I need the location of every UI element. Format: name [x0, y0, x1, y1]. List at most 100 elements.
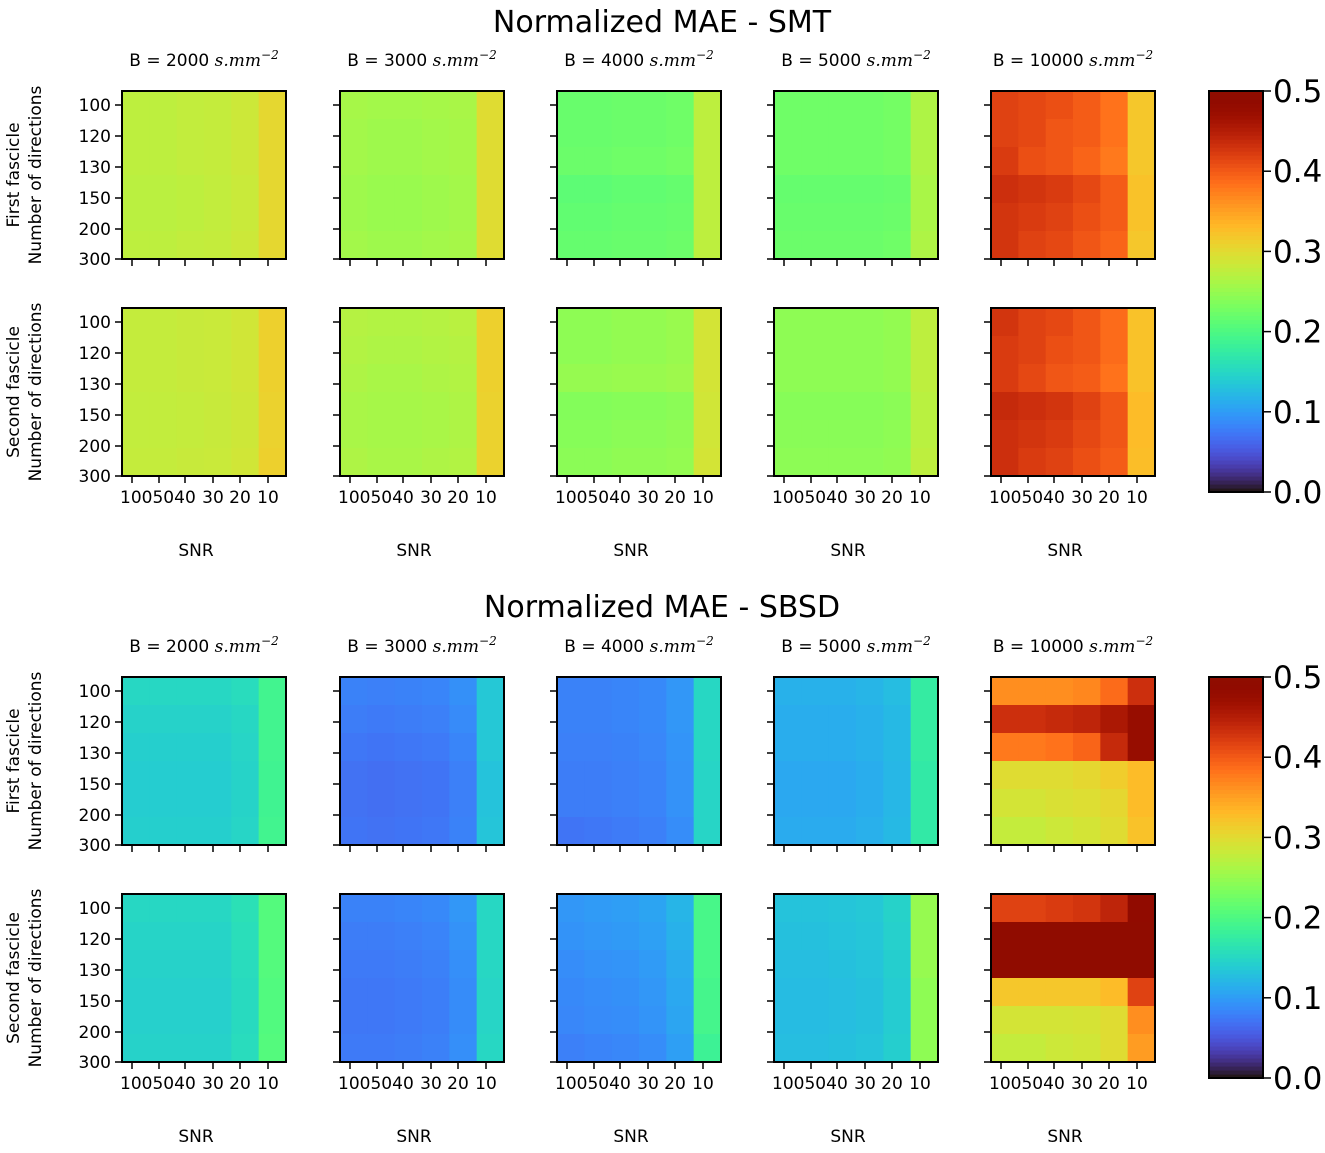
- heatmap-cell: [666, 705, 695, 734]
- heatmap-cell: [856, 789, 884, 818]
- colorbar-step: [1209, 479, 1263, 485]
- heatmap-cell: [666, 677, 695, 706]
- heatmap-cell: [122, 119, 150, 148]
- heatmap-cell: [991, 448, 1019, 477]
- panel-frame: [339, 893, 505, 1063]
- heatmap-cell: [910, 336, 939, 365]
- heatmap-cell: [231, 420, 260, 449]
- heatmap-cell: [258, 392, 287, 421]
- x-tick-label: 10: [257, 1074, 279, 1094]
- colorbar-tick-label: 0.1: [1273, 981, 1322, 1017]
- x-tick-label: 40: [826, 1074, 848, 1094]
- heatmap-cell: [122, 789, 150, 818]
- heatmap-cell: [1045, 175, 1074, 204]
- x-tick-label: 10: [257, 488, 279, 508]
- heatmap-cell: [149, 894, 178, 923]
- heatmap-cell: [422, 733, 450, 762]
- heatmap-cell: [801, 119, 830, 148]
- y-axis-label: Number of directions: [26, 302, 46, 481]
- colorbar-step: [1209, 403, 1263, 409]
- colorbar-step: [1209, 745, 1263, 750]
- heatmap-cell: [1073, 894, 1101, 923]
- heatmap-cell: [611, 1006, 640, 1035]
- heatmap-cell: [1073, 448, 1101, 477]
- heatmap-cell: [856, 147, 884, 176]
- heatmap-cell: [422, 761, 450, 790]
- heatmap-cell: [176, 119, 205, 148]
- colorbar-step: [1209, 1001, 1263, 1007]
- heatmap-cell: [666, 761, 695, 790]
- heatmap-cell: [828, 894, 857, 923]
- colorbar-step: [1209, 355, 1263, 361]
- colorbar-step: [1209, 741, 1263, 746]
- heatmap-cell: [1045, 705, 1074, 734]
- colorbar-step: [1209, 929, 1263, 935]
- heatmap-cell: [1018, 392, 1047, 421]
- colorbar-step: [1209, 263, 1263, 269]
- heatmap-cell: [584, 1034, 613, 1063]
- heatmap-cell: [693, 231, 722, 260]
- heatmap-cell: [856, 175, 884, 204]
- heatmap-cell: [258, 761, 287, 790]
- heatmap-cell: [910, 308, 939, 337]
- colorbar-tick-label: 0.3: [1273, 820, 1322, 856]
- heatmap-cell: [584, 119, 613, 148]
- heatmap-cell: [367, 894, 396, 923]
- colorbar-step: [1209, 1069, 1263, 1075]
- heatmap-cell: [693, 175, 722, 204]
- x-tick-label: 30: [854, 1074, 876, 1094]
- row-group-label: First fascicle: [4, 122, 24, 227]
- colorbar-step: [1209, 1017, 1263, 1023]
- colorbar-step: [1209, 769, 1263, 774]
- heatmap-cell: [1100, 392, 1129, 421]
- heatmap-cell: [149, 817, 178, 846]
- heatmap-cell: [856, 1034, 884, 1063]
- heatmap-cell: [149, 91, 178, 120]
- heatmap-cell: [1045, 336, 1074, 365]
- heatmap-cell: [367, 817, 396, 846]
- heatmap-cell: [856, 950, 884, 979]
- colorbar-step: [1209, 869, 1263, 875]
- colorbar-step: [1209, 303, 1263, 309]
- colorbar-step: [1209, 941, 1263, 947]
- heatmap-cell: [693, 1006, 722, 1035]
- heatmap-cell: [476, 789, 505, 818]
- x-axis-label: SNR: [396, 541, 432, 561]
- heatmap-cell: [774, 448, 802, 477]
- heatmap-cell: [476, 308, 505, 337]
- heatmap-cell: [991, 789, 1019, 818]
- heatmap-cell: [666, 392, 695, 421]
- heatmap-cell: [258, 364, 287, 393]
- y-axis-label: Number of directions: [26, 888, 46, 1067]
- heatmap-cell: [258, 203, 287, 232]
- x-tick-label: 40: [392, 1074, 414, 1094]
- heatmap-cell: [394, 677, 423, 706]
- heatmap-cell: [910, 119, 939, 148]
- heatmap-cell: [801, 91, 830, 120]
- heatmap-cell: [367, 733, 396, 762]
- heatmap-cell: [1127, 817, 1156, 846]
- colorbar-step: [1209, 419, 1263, 425]
- heatmap-cell: [828, 448, 857, 477]
- panel-frame: [121, 90, 287, 260]
- heatmap-cell: [856, 894, 884, 923]
- colorbar-step: [1209, 1057, 1263, 1063]
- heatmap-cell: [666, 789, 695, 818]
- heatmap-cell: [1100, 336, 1129, 365]
- heatmap-cell: [611, 308, 640, 337]
- colorbar-step: [1209, 701, 1263, 706]
- panel-frame: [773, 307, 939, 477]
- heatmap-cell: [476, 978, 505, 1007]
- heatmap-cell: [204, 1034, 232, 1063]
- heatmap-cell: [204, 231, 232, 260]
- heatmap-cell: [258, 1006, 287, 1035]
- heatmap-cell: [801, 789, 830, 818]
- heatmap-cell: [584, 950, 613, 979]
- colorbar-step: [1209, 487, 1263, 493]
- heatmap-cell: [1073, 950, 1101, 979]
- panel-frame: [990, 307, 1156, 477]
- heatmap-cell: [149, 1006, 178, 1035]
- row-group-label: Second fascicle: [4, 326, 24, 458]
- heatmap-cell: [422, 705, 450, 734]
- heatmap-cell: [883, 336, 912, 365]
